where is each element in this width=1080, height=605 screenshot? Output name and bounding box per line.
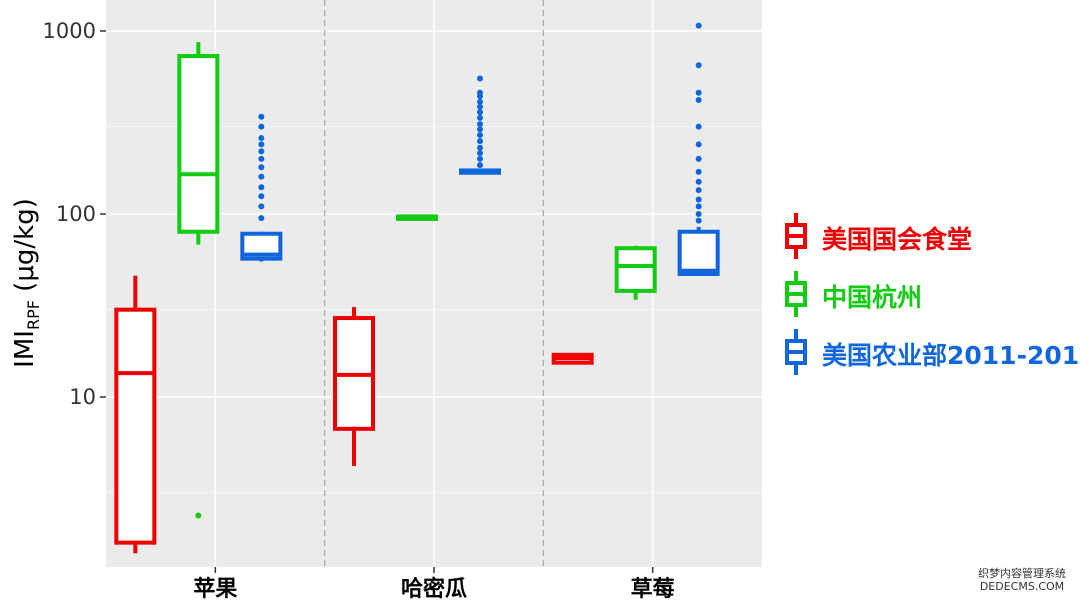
box-0-2: [551, 352, 594, 365]
y-axis-label: IMIRPF (μg/kg): [10, 198, 43, 368]
outlier-point: [477, 138, 483, 145]
y-tick-label: 1000: [43, 19, 96, 43]
outlier-point: [695, 196, 702, 203]
box-rect: [677, 229, 720, 277]
outlier-point: [695, 217, 702, 224]
outlier-point: [695, 62, 702, 69]
watermark-line1: 织梦内容管理系统: [978, 567, 1066, 580]
box-0-1: [333, 307, 375, 466]
box-rect: [177, 54, 220, 234]
outlier-point: [477, 114, 483, 121]
x-tick-label: 苹果: [193, 577, 237, 602]
category-separators: [324, 0, 544, 567]
y-tick-label: 100: [56, 202, 96, 226]
y-axis-label-main: IMI: [10, 330, 40, 368]
outlier-point: [258, 135, 265, 142]
outlier-point: [695, 211, 702, 217]
box-2-0: [240, 113, 283, 262]
box-2-2: [677, 22, 720, 277]
legend-label: 美国国会食堂: [822, 225, 973, 254]
outlier-point: [477, 150, 483, 157]
outlier-point: [477, 75, 483, 82]
legend-label: 中国杭州: [822, 283, 923, 312]
box-rect: [114, 307, 157, 545]
outlier-point: [477, 162, 483, 169]
box-1-2: [614, 245, 657, 300]
y-tick-label: 10: [69, 385, 96, 409]
y-axis: 10 100 1000: [43, 19, 106, 409]
box-1-1: [396, 214, 438, 221]
box-1-0: [177, 42, 220, 519]
outlier-point: [695, 178, 702, 185]
outlier-point: [695, 89, 702, 96]
box-0-0: [114, 275, 157, 554]
x-axis: 苹果 哈密瓜 草莓: [193, 567, 675, 602]
watermark: 织梦内容管理系统 DEDECMS.COM: [970, 567, 1074, 593]
legend-label: 美国农业部2011-2014: [822, 341, 1080, 370]
box-2-1: [459, 75, 501, 175]
outlier-point: [258, 184, 265, 191]
outlier-point: [477, 98, 483, 105]
outlier-point: [477, 103, 483, 110]
outlier-point: [477, 109, 483, 116]
outlier-point: [477, 126, 483, 133]
outlier-point: [695, 22, 702, 29]
outlier-point: [258, 123, 265, 130]
outlier-point: [258, 193, 265, 200]
outlier-point: [695, 123, 702, 130]
outlier-point: [195, 512, 202, 519]
outlier-point: [258, 203, 265, 210]
outlier-point: [695, 96, 702, 103]
box-rect: [614, 246, 657, 293]
legend-key-icon: [785, 213, 807, 259]
outlier-point: [258, 215, 265, 222]
legend-key-icon: [785, 271, 807, 317]
x-tick-label: 草莓: [631, 576, 675, 602]
outlier-point: [477, 121, 483, 128]
outlier-point: [258, 155, 265, 162]
outlier-point: [695, 187, 702, 194]
outlier-point: [695, 203, 702, 210]
outlier-point: [695, 168, 702, 175]
outlier-point: [477, 132, 483, 139]
outlier-point: [258, 164, 265, 171]
y-axis-label-sub: RPF: [24, 300, 43, 330]
watermark-line2: DEDECMS.COM: [979, 580, 1065, 593]
outlier-point: [695, 155, 702, 162]
x-tick-label: 哈密瓜: [401, 576, 467, 602]
outlier-point: [695, 141, 702, 148]
outlier-point: [258, 113, 265, 120]
y-axis-label-unit: (μg/kg): [10, 198, 40, 300]
outlier-point: [258, 141, 265, 148]
legend-key-icon: [785, 329, 807, 375]
outlier-point: [477, 144, 483, 151]
outlier-point: [258, 148, 265, 155]
box-groups: [114, 22, 720, 554]
outlier-point: [477, 89, 483, 96]
outlier-point: [258, 173, 265, 180]
outlier-point: [477, 155, 483, 162]
